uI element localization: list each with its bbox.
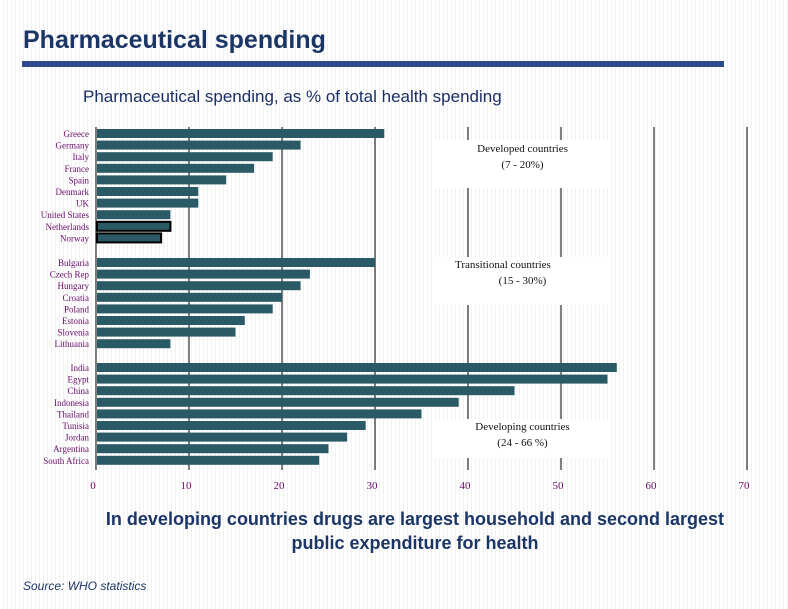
y-tick-label: South Africa: [43, 456, 89, 466]
bar: [97, 409, 422, 419]
y-tick-label: Norway: [60, 233, 89, 243]
chart-title: Pharmaceutical spending, as % of total h…: [83, 87, 502, 106]
bar: [97, 281, 301, 291]
bar: [97, 163, 255, 173]
note-transitional-line1: Transitional countries: [455, 259, 551, 271]
note-transitional: Transitional countries (15 - 30%): [435, 257, 610, 305]
bar: [97, 455, 320, 465]
bar: [97, 187, 199, 196]
bar: [97, 258, 375, 267]
title-rule: [22, 61, 724, 67]
bar: [97, 339, 171, 349]
x-tick-label: 30: [367, 480, 379, 492]
bar: [97, 374, 608, 384]
bar: [97, 129, 385, 138]
bar: [97, 269, 310, 279]
y-tick-label: Poland: [64, 304, 90, 314]
bar: [96, 220, 172, 232]
x-tick-label: 60: [646, 480, 658, 492]
y-tick-label: Tunisia: [62, 421, 89, 431]
y-tick-label: Croatia: [63, 293, 90, 303]
x-tick-label: 40: [460, 480, 472, 492]
bar: [97, 386, 515, 396]
y-tick-label: Italy: [73, 152, 90, 162]
bar: [97, 210, 171, 220]
y-tick-label: Bulgaria: [58, 258, 89, 268]
bar: [97, 140, 301, 150]
note-transitional-line2: (15 - 30%): [498, 275, 547, 287]
note-developing-line2: (24 - 66 %): [497, 437, 548, 449]
y-tick-label: China: [68, 386, 90, 396]
source-text: Source: WHO statistics: [23, 579, 147, 593]
y-tick-label: United States: [41, 210, 90, 220]
y-tick-label: Germany: [56, 141, 90, 151]
note-developed: Developed countries (7 - 20%): [435, 140, 610, 188]
x-tick-label: 10: [181, 480, 193, 492]
note-developed-line1: Developed countries: [477, 143, 568, 155]
bar: [97, 432, 348, 442]
y-tick-label: Argentina: [53, 444, 89, 454]
footer-text: In developing countries drugs are larges…: [105, 509, 725, 553]
bar: [97, 421, 366, 430]
bar: [97, 397, 459, 407]
bar: [96, 232, 163, 244]
y-tick-label: Hungary: [58, 281, 90, 291]
bar: [97, 444, 329, 454]
y-tick-label: Thailand: [57, 409, 89, 419]
bar: [97, 363, 617, 372]
y-tick-label: Denmark: [56, 187, 90, 197]
y-tick-label: Indonesia: [54, 398, 89, 408]
y-tick-label: Czech Rep: [50, 270, 90, 280]
bar: [97, 198, 199, 208]
y-tick-label: Jordan: [65, 433, 89, 443]
y-tick-label: Estonia: [62, 316, 89, 326]
x-tick-label: 20: [274, 480, 286, 492]
bar: [97, 327, 236, 337]
bar: [97, 175, 227, 185]
y-tick-label: France: [65, 164, 90, 174]
note-developing-line1: Developing countries: [475, 421, 570, 433]
bar: [97, 304, 273, 314]
note-developed-line2: (7 - 20%): [501, 159, 544, 171]
bar: [97, 292, 282, 302]
y-tick-label: Lithuania: [55, 339, 90, 349]
y-tick-label: UK: [76, 199, 89, 209]
y-tick-label: Greece: [64, 129, 89, 139]
y-tick-label: Netherlands: [46, 222, 90, 232]
bar: [97, 316, 245, 325]
slide-title: Pharmaceutical spending: [23, 26, 326, 54]
y-tick-label: Slovenia: [58, 328, 90, 338]
x-tick-label: 70: [739, 480, 751, 492]
bar: [97, 152, 273, 162]
y-tick-label: Egypt: [68, 375, 90, 385]
x-tick-label: 50: [553, 480, 565, 492]
y-tick-label: India: [71, 363, 90, 373]
x-tick-label: 0: [90, 480, 96, 492]
y-tick-label: Spain: [68, 175, 89, 185]
note-developing: Developing countries (24 - 66 %): [435, 419, 610, 458]
